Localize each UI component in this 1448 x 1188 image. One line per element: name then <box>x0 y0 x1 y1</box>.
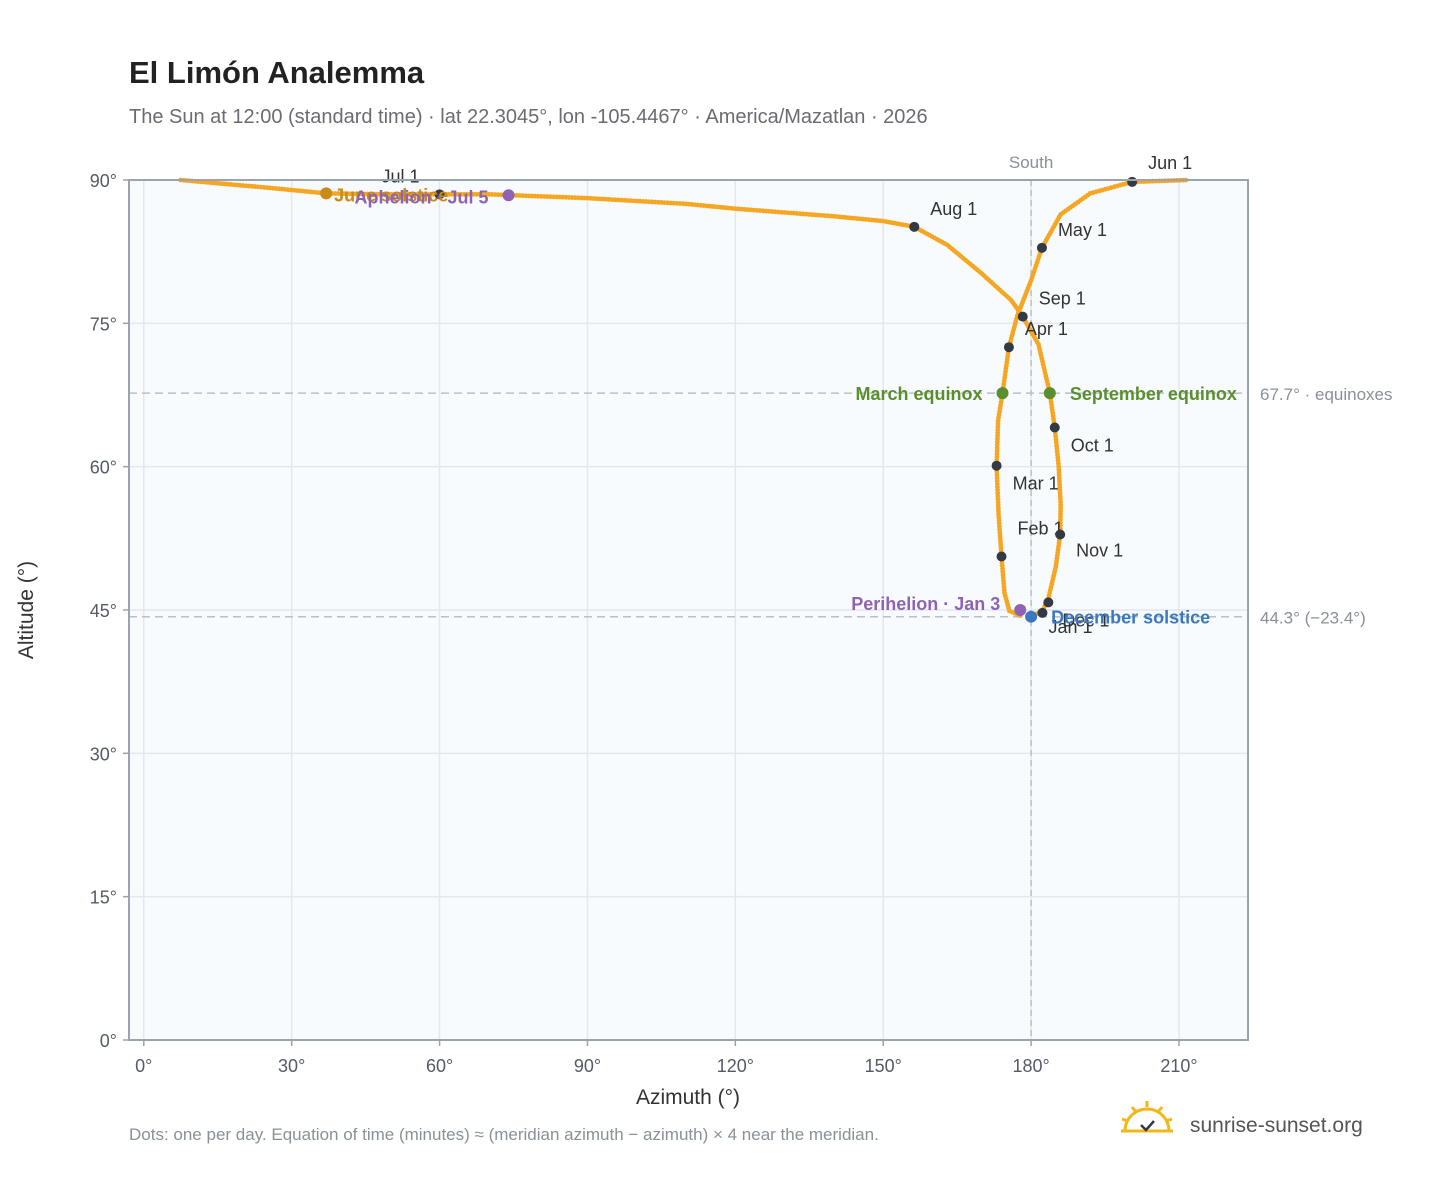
y-tick-label: 30° <box>90 744 117 764</box>
event-dot <box>996 387 1009 400</box>
event-dot <box>1025 610 1038 623</box>
month-dot <box>1049 422 1060 433</box>
month-label: Feb 1 <box>1018 518 1064 538</box>
brand-name: sunrise-sunset.org <box>1190 1114 1363 1137</box>
event-label: June solstice <box>334 185 448 205</box>
month-dot <box>434 189 445 200</box>
month-markers: Jan 1 Feb 1 Mar 1 Apr 1 May 1 Jun 1 Jul 1 Aug 1… <box>382 153 1193 637</box>
x-tick-label: 0° <box>135 1056 152 1076</box>
chart-subtitle: The Sun at 12:00 (standard time) · lat 2… <box>129 106 928 128</box>
month-label: Jan 1 <box>1048 617 1092 637</box>
y-tick-label: 75° <box>90 314 117 334</box>
event-dot <box>320 187 333 200</box>
month-label: Dec 1 <box>1062 610 1109 630</box>
x-tick-label: 210° <box>1160 1056 1197 1076</box>
month-dot <box>996 551 1007 562</box>
y-tick-label: 15° <box>90 888 117 908</box>
meridian-label: South <box>1009 153 1053 172</box>
month-dot <box>1036 242 1047 253</box>
x-tick-label: 60° <box>426 1056 453 1076</box>
reference-lines: South 67.7° · equinoxes 44.3° (−23.4°) <box>129 153 1393 1040</box>
month-label: Jul 1 <box>382 166 420 186</box>
event-dot <box>1043 387 1056 400</box>
month-dot <box>991 460 1002 471</box>
event-dot <box>502 189 515 202</box>
x-tick-label: 90° <box>574 1056 601 1076</box>
event-label: December solstice <box>1051 608 1210 628</box>
month-label: Jun 1 <box>1148 153 1192 173</box>
x-tick-label: 180° <box>1012 1056 1049 1076</box>
event-label: Perihelion · Jan 3 <box>851 594 1000 614</box>
x-tick-label: 30° <box>278 1056 305 1076</box>
month-dot <box>1037 607 1048 618</box>
sunrise-logo-icon <box>1121 1101 1173 1133</box>
event-label: September equinox <box>1070 384 1237 404</box>
x-axis-label: Azimuth (°) <box>636 1086 740 1109</box>
month-label: Sep 1 <box>1039 289 1086 309</box>
y-axis-label: Altitude (°) <box>15 561 38 659</box>
reference-line-label: 44.3° (−23.4°) <box>1260 609 1366 628</box>
y-tick-label: 90° <box>90 171 117 191</box>
x-tick-label: 150° <box>865 1056 902 1076</box>
month-dot <box>1127 176 1138 187</box>
month-dot <box>909 221 920 232</box>
x-tick-label: 120° <box>717 1056 754 1076</box>
axis-ticks: 0° 30° 60° 90° 120° 150° 180° 210° 0° 15° 30° 45° 60… <box>90 171 1198 1076</box>
month-dot <box>1055 529 1066 540</box>
month-label: Nov 1 <box>1076 541 1123 561</box>
event-label: Aphelion · Jul 5 <box>355 187 489 207</box>
month-label: Oct 1 <box>1071 435 1114 455</box>
y-tick-label: 45° <box>90 601 117 621</box>
event-label: March equinox <box>855 384 982 404</box>
y-tick-label: 0° <box>100 1031 117 1051</box>
month-label: Aug 1 <box>930 199 977 219</box>
month-label: May 1 <box>1058 220 1107 240</box>
month-dot <box>1003 342 1014 353</box>
y-tick-label: 60° <box>90 458 117 478</box>
month-dot <box>1043 597 1054 608</box>
reference-line-label: 67.7° · equinoxes <box>1260 385 1393 404</box>
month-label: Mar 1 <box>1013 474 1059 494</box>
footnote: Dots: one per day. Equation of time (min… <box>129 1125 879 1144</box>
event-dot <box>1014 604 1027 616</box>
chart-title: El Limón Analemma <box>129 55 425 90</box>
month-dot <box>1017 311 1028 322</box>
event-markers: March equinox September equinox December s… <box>320 185 1237 628</box>
month-label: Apr 1 <box>1025 319 1068 339</box>
